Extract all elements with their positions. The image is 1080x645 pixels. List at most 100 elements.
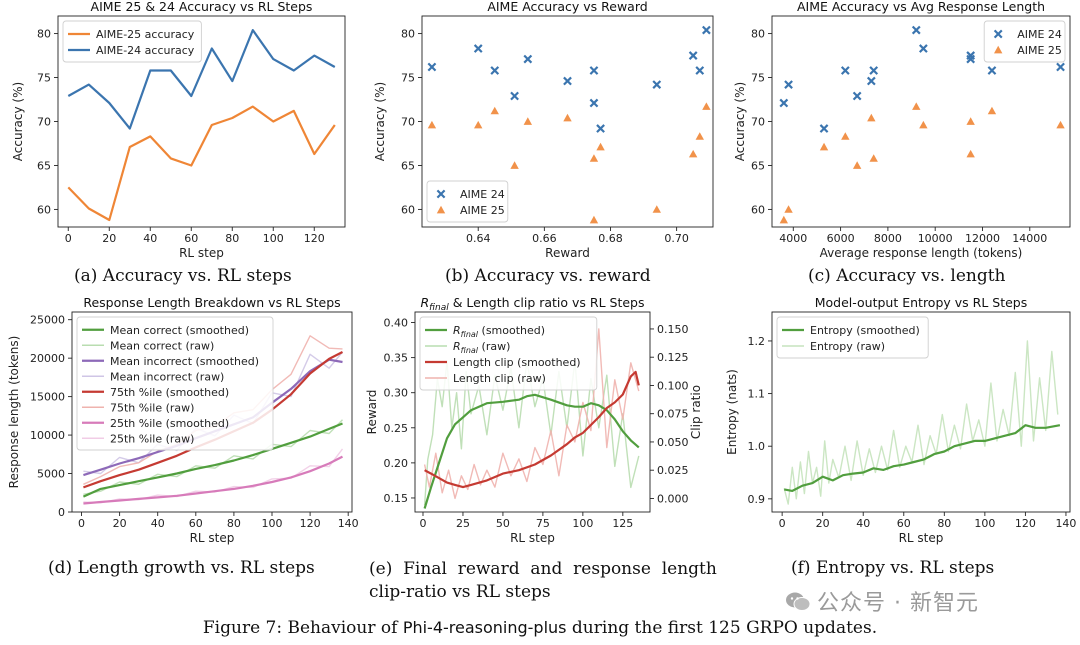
caption-a: (a) Accuracy vs. RL steps — [74, 266, 292, 286]
legend-marker — [436, 189, 446, 199]
y-tick-label: 80 — [401, 28, 415, 41]
legend-label: Rfinal (smoothed) — [453, 324, 545, 339]
y-tick-label: 15000 — [30, 391, 65, 404]
figure-caption-prefix: Figure 7: Behaviour of — [202, 618, 403, 638]
data-layer — [67, 29, 336, 222]
caption-e: (e) Final reward and response length cli… — [369, 558, 717, 604]
point-^-12 — [702, 102, 711, 110]
y-tick-label: 70 — [37, 116, 51, 129]
legend-label: AIME 24 — [1017, 28, 1062, 41]
chart-e: Rfinal & Length clip ratio vs RL Steps 0 2… — [360, 290, 720, 550]
point-^-3 — [510, 161, 519, 169]
title-rest: & Length clip ratio vs RL Steps — [449, 295, 645, 310]
point-^-11 — [695, 132, 704, 140]
watermark-text: 公众号 · 新智元 — [817, 591, 979, 616]
y-tick-label: 65 — [37, 159, 51, 172]
legend-label: Mean correct (smoothed) — [110, 324, 249, 337]
legend-label: Mean incorrect (raw) — [110, 370, 224, 383]
y-tick-label: 0.40 — [384, 317, 409, 330]
x-tick-label: 8000 — [874, 232, 902, 245]
x-tick-label: 0 — [65, 232, 72, 245]
caption-b: (b) Accuracy vs. reward — [445, 266, 651, 286]
y-tick-label: 0.9 — [748, 493, 766, 506]
x-tick-label: 40 — [151, 517, 165, 530]
figure-caption-suffix: during the first 125 GRPO updates. — [566, 618, 878, 638]
legend: Mean correct (smoothed) Mean correct (raw… — [76, 316, 274, 451]
y-tick-label: 70 — [401, 116, 415, 129]
y-tick-label: 5000 — [37, 468, 65, 481]
x-tick-label: 50 — [496, 517, 510, 530]
point-x-9 — [652, 80, 662, 89]
point-^-9 — [966, 117, 975, 125]
point-x-4 — [852, 91, 862, 101]
series-line-1 — [783, 340, 1059, 505]
point-x-11 — [987, 66, 997, 75]
watermark: 公众号 · 新智元 — [785, 585, 979, 617]
point-x-2 — [490, 66, 500, 75]
legend-label-sub: final — [461, 330, 479, 339]
legend-label: AIME 25 — [1017, 44, 1062, 57]
y-tick-label: 1.1 — [748, 388, 766, 401]
x-tick-label: 60 — [184, 232, 198, 245]
x-tick-label: 6000 — [827, 232, 855, 245]
point-^-9 — [652, 205, 661, 213]
y-tick-label: 75 — [401, 72, 415, 85]
point-x-3 — [840, 66, 850, 75]
legend-label: AIME 25 — [460, 204, 505, 217]
chart-a: AIME 25 & 24 Accuracy vs RL Steps 0 20 40 60… — [0, 0, 350, 260]
chart-title: Rfinal & Length clip ratio vs RL Steps — [420, 295, 644, 313]
y-tick-label: 65 — [401, 159, 415, 172]
point-^-11 — [987, 106, 997, 115]
chart-title: Response Length Breakdown vs RL Steps — [83, 295, 340, 310]
x-tick-label: 80 — [937, 517, 951, 530]
wechat-icon — [785, 591, 811, 613]
y-tick-label: 0.35 — [384, 352, 409, 365]
x-tick-label: 80 — [227, 517, 241, 530]
title-sub: final — [429, 303, 449, 313]
y-tick-label: 60 — [751, 203, 765, 216]
legend-label: 25th %ile (raw) — [110, 432, 194, 445]
series-line-0 — [423, 393, 640, 509]
point-x-10 — [966, 54, 976, 64]
x-tick-label: 4000 — [779, 232, 807, 245]
legend-marker — [994, 45, 1003, 54]
point-x-12 — [1056, 62, 1065, 72]
y2-tick-label: 0.100 — [657, 379, 689, 392]
y2-axis-label: Clip ratio — [689, 385, 703, 439]
legend-label: AIME-24 accuracy — [96, 44, 195, 57]
y2-tick-label: 0.050 — [657, 436, 689, 449]
caption-f: (f) Entropy vs. RL steps — [791, 558, 995, 578]
y-tick-label: 75 — [751, 72, 765, 85]
legend-label: Mean correct (raw) — [110, 339, 214, 352]
y-tick-label: 0.15 — [384, 492, 409, 505]
x-tick-label: 120 — [1015, 517, 1036, 530]
chart-b-svg: AIME Accuracy vs Reward 0.64 0.66 0.68 0.70 6… — [373, 0, 714, 260]
series-line-0 — [67, 105, 336, 222]
y-tick-label: 80 — [751, 28, 765, 41]
point-^-12 — [1056, 120, 1065, 129]
series-line-1 — [67, 29, 336, 130]
y-tick-label: 20000 — [30, 352, 65, 365]
chart-f-svg: Model-output Entropy vs RL Steps 0 20 40 60 8… — [725, 295, 1076, 545]
x-tick-label: 12000 — [965, 232, 1000, 245]
legend-box — [76, 316, 274, 451]
y-axis-label: Reward — [365, 390, 379, 435]
legend-box — [426, 180, 509, 223]
chart-title: AIME Accuracy vs Avg Response Length — [797, 0, 1045, 14]
point-x-5 — [563, 76, 572, 86]
y-tick-label: 1.2 — [748, 335, 766, 348]
legend: Rfinal (smoothed)Rfinal (raw)Length clip… — [419, 316, 598, 391]
point-^-10 — [966, 149, 975, 158]
legend-label: AIME-25 accuracy — [96, 28, 195, 41]
plot-frame — [414, 311, 651, 513]
point-^-10 — [688, 149, 698, 158]
caption-c: (c) Accuracy vs. length — [808, 266, 1006, 286]
legend-label: Length clip (raw) — [453, 372, 546, 385]
point-x-1 — [473, 44, 483, 53]
x-axis-label: RL step — [899, 531, 944, 545]
point-x-5 — [866, 76, 876, 86]
y-tick-label: 25000 — [30, 314, 65, 327]
point-^-1 — [784, 205, 793, 213]
legend: AIME 24 AIME 25 — [426, 180, 509, 223]
plot-frame — [771, 311, 1071, 513]
